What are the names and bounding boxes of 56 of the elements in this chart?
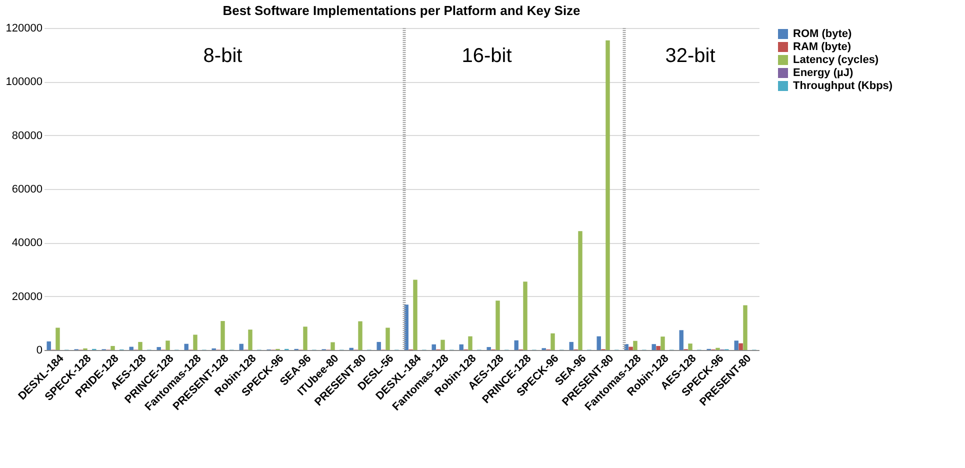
- legend-label: Throughput (Kbps): [793, 80, 893, 92]
- bar: [459, 344, 464, 350]
- bar: [734, 340, 738, 350]
- bar: [578, 231, 582, 350]
- bar: [486, 347, 491, 350]
- bar: [606, 40, 610, 350]
- bar: [248, 330, 252, 350]
- bar: [166, 340, 170, 350]
- y-tick-label: 80000: [12, 130, 42, 142]
- bar: [56, 328, 60, 350]
- annotation: 16-bit: [462, 45, 512, 67]
- bar: [550, 333, 555, 350]
- bar: [413, 280, 418, 350]
- bar: [496, 300, 500, 350]
- bar: [596, 336, 601, 350]
- bar: [679, 330, 684, 350]
- bar: [386, 328, 390, 350]
- bar: [440, 340, 445, 350]
- bar: [184, 344, 188, 350]
- bar: [660, 336, 665, 350]
- y-tick-label: 0: [36, 344, 42, 356]
- chart-title: Best Software Implementations per Platform and Key Size: [222, 3, 580, 18]
- bar: [569, 342, 574, 350]
- bar: [652, 344, 656, 350]
- y-tick-label: 100000: [6, 76, 42, 88]
- bar: [193, 334, 198, 350]
- bar: [138, 342, 142, 350]
- annotation: 32-bit: [665, 45, 716, 67]
- bar: [156, 347, 161, 350]
- bar: [110, 346, 115, 350]
- bar: [743, 305, 748, 350]
- bar: [330, 342, 335, 350]
- legend-label: RAM (byte): [793, 41, 852, 53]
- bar: [376, 342, 381, 350]
- bar: [738, 343, 743, 350]
- y-tick-label: 60000: [12, 184, 42, 196]
- bar: [523, 282, 528, 350]
- bar: [358, 321, 362, 350]
- bar: [303, 326, 308, 350]
- legend-label: Latency (cycles): [793, 54, 879, 66]
- bar: [514, 340, 518, 350]
- bar: [468, 336, 472, 350]
- bar: [628, 346, 633, 350]
- bar: [633, 340, 638, 350]
- bar: [239, 344, 244, 350]
- bar: [46, 341, 51, 350]
- bar: [432, 344, 436, 350]
- annotation: 8-bit: [203, 45, 243, 67]
- y-tick-label: 40000: [12, 237, 42, 250]
- bar: [656, 346, 660, 350]
- bar: [688, 344, 692, 350]
- bar: [220, 321, 225, 350]
- legend-label: Energy (µJ): [793, 67, 854, 79]
- y-tick-label: 120000: [6, 22, 42, 34]
- legend-label: ROM (byte): [793, 28, 852, 40]
- y-tick-label: 20000: [12, 290, 42, 303]
